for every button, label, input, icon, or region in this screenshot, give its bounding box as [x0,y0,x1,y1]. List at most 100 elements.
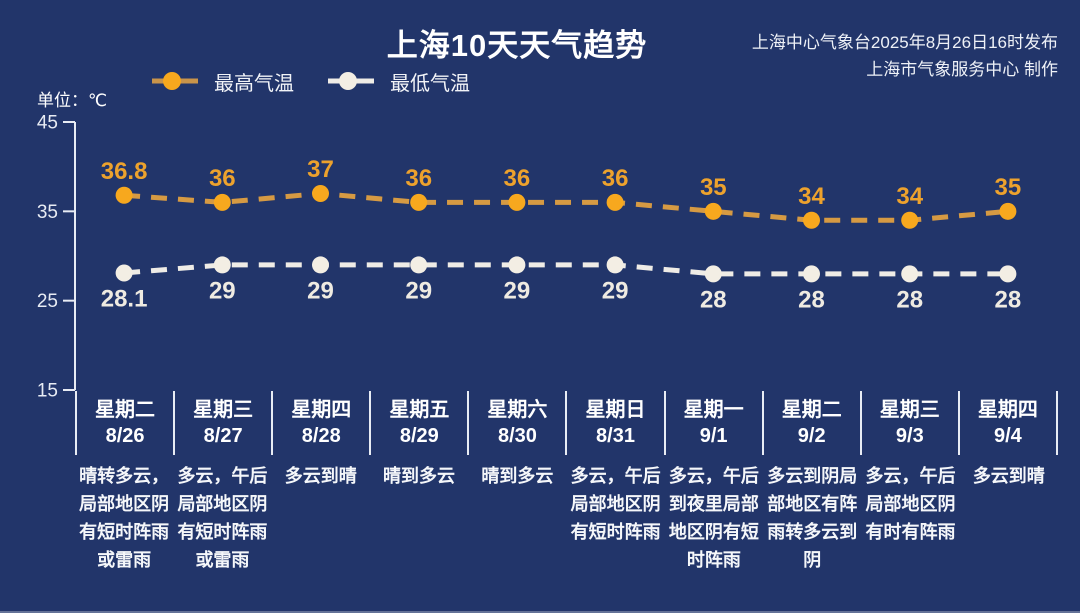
low-temp-point [115,264,133,282]
high-temp-point [410,193,428,211]
low-temp-point [213,256,231,274]
day-cell: 星期二 9/2 [764,391,862,455]
weather-description: 多云到阴局部地区有阵雨转多云到阴 [767,466,858,570]
low-temp-line [123,262,1008,277]
high-temp-value-label: 36.8 [101,158,148,185]
low-temp-value-label: 29 [602,277,629,304]
day-date: 8/26 [105,425,145,447]
high-temp-point [999,202,1017,220]
low-temp-value-label: 28 [798,286,825,313]
day-date: 9/3 [895,425,924,447]
y-tick-label: 15 [37,381,58,402]
day-name: 星期二 [781,399,842,421]
day-date: 8/30 [497,425,537,447]
low-temp-point [312,256,329,274]
low-temp-point [704,265,722,283]
low-temp-point [508,256,526,274]
chart-legend: 最高气温 最低气温 [150,67,470,95]
low-temp-value-label: 28 [995,286,1022,313]
low-temp-value-label: 28 [896,286,923,313]
high-temp-point [704,202,722,220]
high-temp-point [115,186,133,204]
high-temp-value-label: 37 [307,156,334,183]
day-date: 8/29 [399,425,439,447]
day-name: 星期二 [95,399,156,421]
day-cell: 星期一 9/1 [666,391,764,455]
weather-description: 多云，午后到夜里局部地区阴有短时阵雨 [668,466,759,570]
high-temp-value-label: 36 [405,165,432,192]
high-temp-value-label: 34 [798,183,825,210]
high-temp-value-label: 36 [209,165,236,192]
low-temp-value-label: 29 [405,277,432,304]
high-temp-value-label: 35 [995,174,1022,201]
day-cell: 星期三 9/3 [862,391,960,455]
bottom-divider [0,611,1080,613]
day-name: 星期三 [879,399,940,421]
publish-info-line2: 上海市气象服务中心 制作 [866,60,1058,79]
publish-info-line1: 上海中心气象台2025年8月26日16时发布 [751,33,1058,52]
high-temp-point [312,184,329,202]
weather-description: 多云，午后局部地区阴有时有阵雨 [865,466,956,542]
weather-description: 多云到晴 [284,466,357,486]
legend-item-high: 最高气温 [150,67,294,96]
day-cell: 星期五 8/29 [371,391,470,455]
day-name: 星期一 [683,399,744,421]
low-temp-value-label: 29 [307,277,334,304]
legend-label: 最低气温 [390,72,470,95]
y-tick-label: 35 [37,202,58,223]
high-temp-legend-icon [152,72,198,90]
day-date: 9/4 [993,425,1022,447]
weather-description: 晴到多云 [481,466,554,486]
day-axis-row: 星期二 8/26 星期三 8/27 星期四 8/28 星期五 8/29 星期六 8/30 星期日 8/… [75,391,1058,455]
weather-description: 多云，午后局部地区阴有短时阵雨或雷雨 [177,466,268,570]
day-name: 星期三 [193,399,254,421]
low-temp-point [901,265,919,283]
day-cell: 星期日 8/31 [567,391,666,455]
high-temp-value-label: 36 [602,165,629,192]
low-temp-value-label: 29 [209,277,236,304]
day-cell: 星期四 8/28 [273,391,372,455]
day-cell: 星期四 9/4 [960,391,1058,455]
publish-info: 上海中心气象台2025年8月26日16时发布 上海市气象服务中心 制作 [752,29,1058,83]
unit-label: 单位：℃ [37,91,108,110]
weather-description: 晴到多云 [383,466,456,486]
day-date: 8/28 [301,425,341,447]
weather-text-row: 晴转多云，局部地区阴有短时阵雨或雷雨 多云，午后局部地区阴有短时阵雨或雷雨 多云到晴… [75,462,1058,574]
day-date: 8/27 [203,425,243,447]
high-temp-value-label: 34 [896,183,923,210]
weather-description: 多云到晴 [972,466,1045,486]
high-temp-point [803,211,820,229]
low-temp-point [999,265,1017,283]
high-temp-point [508,193,526,211]
y-tick-label: 45 [37,113,58,134]
day-cell: 星期三 8/27 [175,391,274,455]
low-temp-value-label: 28.1 [101,285,148,312]
y-tick-label: 25 [37,291,58,312]
low-temp-point [410,256,428,274]
high-temp-value-label: 35 [700,174,727,201]
day-date: 8/31 [596,425,635,447]
day-name: 星期五 [389,399,450,421]
day-cell: 星期六 8/30 [469,391,568,455]
high-temp-point [213,193,231,211]
low-temp-point [606,256,624,274]
low-temp-value-label: 28 [700,286,727,313]
high-temp-point [901,211,919,229]
low-temp-value-label: 29 [504,277,531,304]
weather-description: 多云，午后局部地区阴有短时阵雨 [570,466,661,542]
low-temp-point [803,265,820,283]
day-name: 星期四 [291,399,352,421]
weather-description: 晴转多云，局部地区阴有短时阵雨或雷雨 [79,466,170,570]
day-name: 星期四 [977,399,1038,421]
high-temp-point [606,193,624,211]
legend-label: 最高气温 [214,72,294,95]
legend-item-low: 最低气温 [326,67,470,96]
low-temp-legend-icon [328,72,374,90]
day-date: 9/2 [797,425,826,447]
day-name: 星期六 [487,399,548,421]
day-name: 星期日 [585,399,646,421]
day-date: 9/1 [699,425,728,447]
page-title: 上海10天天气趋势 [386,28,648,63]
